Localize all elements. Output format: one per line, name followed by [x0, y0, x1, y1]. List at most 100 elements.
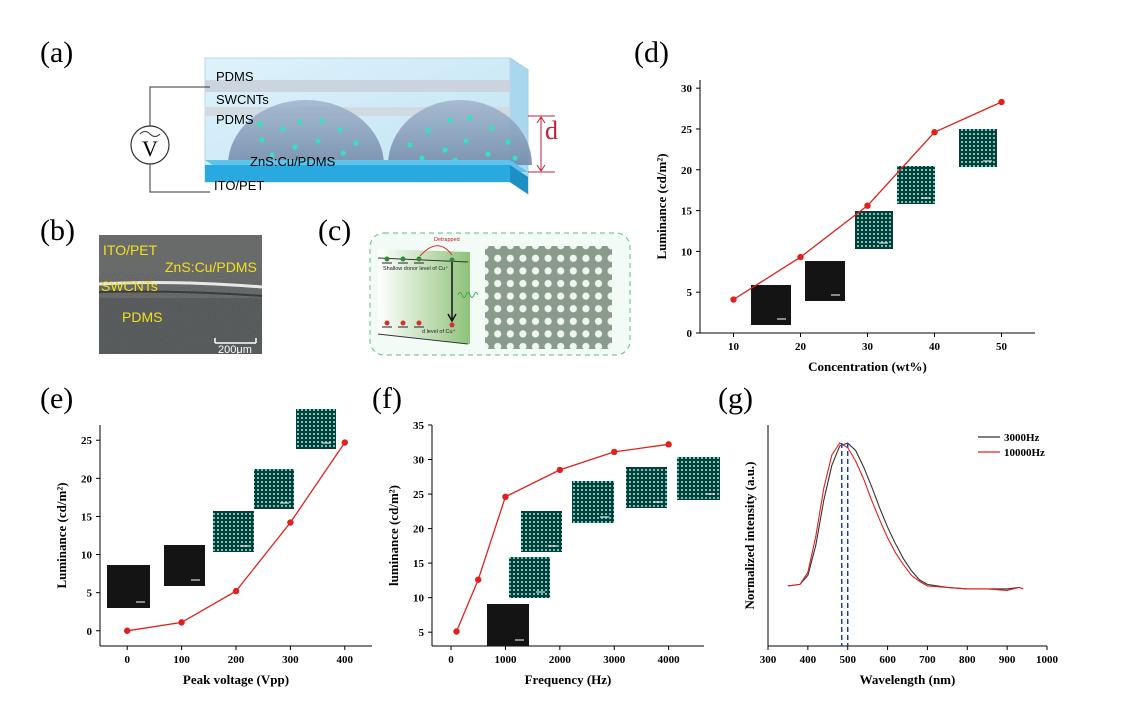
hole-2 [400, 320, 406, 326]
phosphor-particle-22 [512, 155, 518, 161]
y-tick-label-f-6: 35 [413, 420, 425, 432]
x-tick-label-e-3: 300 [282, 654, 299, 666]
layer-label-zns: ZnS:Cu/PDMS [250, 154, 336, 169]
data-point-f-1 [475, 576, 482, 583]
panel-f: (f) [372, 382, 402, 415]
panel-e: (e) [40, 382, 73, 415]
el-image-f-1 [509, 557, 550, 598]
el-image-f-4 [626, 467, 667, 508]
phosphor-particle-7 [292, 144, 298, 150]
el-image-f-0 [487, 604, 529, 646]
phosphor-particle-1 [280, 126, 286, 132]
phosphor-particle-12 [407, 142, 413, 148]
panel-c: (c) Detrapped Shallow donor level [318, 214, 631, 356]
x-tick-label-g-1: 400 [800, 654, 817, 666]
phosphor-particle-17 [505, 139, 511, 145]
x-tick-label-g-0: 300 [760, 654, 777, 666]
el-image-frame-e-3 [254, 469, 294, 509]
sem-label-swcnts: SWCNTs [101, 278, 158, 294]
electron-2 [400, 256, 406, 262]
el-image-f-5 [677, 457, 720, 500]
panel-label-d: (d) [634, 36, 669, 69]
x-tick-label-g-3: 600 [879, 654, 896, 666]
data-point-d-1 [797, 253, 804, 261]
x-tick-label-e-4: 400 [337, 654, 354, 666]
el-image-e-0 [107, 565, 150, 608]
data-point-e-4 [341, 439, 348, 446]
sem-scale-label: 200μm [218, 344, 252, 356]
phosphor-particle-21 [485, 151, 491, 157]
hole-3 [416, 320, 422, 326]
phosphor-particle-16 [489, 125, 495, 131]
phosphor-particle-2 [297, 119, 303, 125]
ito-pet-layer [205, 165, 510, 182]
y-axis-label-f: luminance (cd/m²) [386, 485, 401, 586]
phosphor-particle-13 [425, 128, 431, 134]
el-image-frame-f-5 [677, 457, 720, 500]
band-diagram [378, 249, 470, 344]
y-tick-label-d-5: 25 [681, 124, 693, 136]
recombination-arrowhead [447, 313, 457, 323]
chart-f: 0 1000 2000 3000 4000 5 10 15 20 25 30 35 Frequency … [386, 420, 720, 687]
sem-interface-line [98, 281, 263, 289]
ac-circuit [130, 86, 210, 193]
y-tick-label-f-2: 15 [413, 558, 425, 570]
x-tick-label-d-1: 20 [795, 341, 807, 353]
panel-label-f: (f) [372, 382, 402, 415]
y-axis-label-e: Luminance (cd/m²) [54, 482, 69, 588]
detrap-arrow [419, 245, 453, 257]
phosphor-particle-19 [442, 147, 448, 153]
data-point-f-4 [611, 448, 618, 456]
x-tick-label-d-3: 40 [929, 341, 941, 353]
y-tick-label-e-3: 15 [81, 511, 93, 523]
patterned-array-photo [485, 246, 612, 349]
d-level-label: d level of Cu⁺ [422, 328, 456, 335]
ito-side-face [510, 165, 528, 194]
y-tick-label-d-4: 20 [681, 165, 693, 177]
phosphor-particle-4 [337, 127, 343, 133]
hole-1 [384, 320, 390, 326]
el-image-e-3 [254, 469, 294, 509]
el-image-frame-e-1 [164, 545, 205, 586]
phosphor-particle-11 [257, 121, 263, 127]
phosphor-particle-9 [340, 150, 346, 156]
sem-top-region [99, 235, 262, 273]
x-tick-label-f-4: 4000 [658, 654, 681, 666]
y-tick-label-f-3: 20 [413, 524, 425, 536]
panel-label-g: (g) [718, 382, 753, 415]
electron-4 [449, 257, 455, 263]
el-image-frame-e-4 [296, 409, 336, 449]
y-tick-label-f-4: 25 [413, 489, 425, 501]
el-image-frame-e-2 [213, 511, 254, 552]
el-image-frame-f-4 [626, 467, 667, 508]
y-tick-label-e-5: 25 [81, 435, 93, 447]
el-image-frame-f-3 [572, 481, 614, 523]
panel-g: (g) [718, 382, 753, 415]
phosphor-particle-20 [463, 138, 469, 144]
el-image-frame-f-2 [521, 511, 562, 552]
x-tick-label-g-5: 800 [959, 654, 976, 666]
sine-wave-icon [139, 131, 161, 137]
sem-bottom-region [99, 298, 262, 354]
series-line-f [455, 443, 669, 632]
data-point-d-2 [864, 202, 871, 209]
panel-label-c: (c) [318, 214, 351, 247]
thickness-label: d [545, 116, 558, 145]
swcnt-band [205, 107, 510, 116]
sem-label-ito: ITO/PET [103, 242, 158, 258]
valence-band [377, 333, 469, 345]
x-tick-label-d-0: 10 [728, 341, 740, 353]
y-tick-label-d-0: 0 [687, 328, 693, 340]
y-tick-label-f-5: 30 [413, 455, 425, 467]
phosphor-particle-15 [467, 115, 473, 121]
x-axis-label-f: Frequency (Hz) [525, 672, 612, 687]
legend-label-g-0: 3000Hz [1004, 432, 1040, 444]
layer-label-pdms-top: PDMS [216, 69, 254, 84]
data-point-e-2 [232, 587, 240, 595]
data-point-d-3 [931, 129, 938, 136]
x-tick-label-g-7: 1000 [1036, 654, 1059, 666]
series-line-g-1 [787, 442, 1024, 591]
y-tick-label-d-1: 5 [687, 287, 693, 299]
thickness-arrowheads [536, 116, 546, 172]
